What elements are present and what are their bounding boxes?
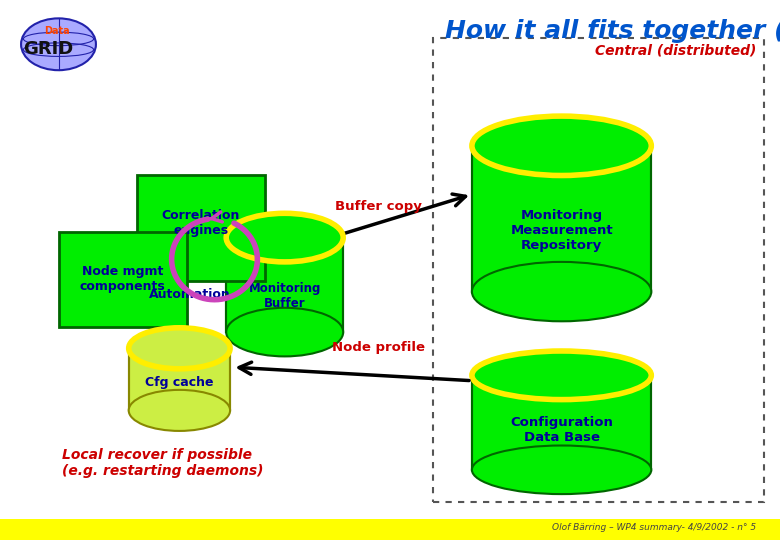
Ellipse shape [472,446,651,494]
Bar [136,176,265,281]
Text: Olof Bärring – WP4 summary- 4/9/2002 - n° 5: Olof Bärring – WP4 summary- 4/9/2002 - n… [552,523,757,532]
Bar [472,375,651,470]
Bar [58,232,187,327]
Text: Node mgmt
components: Node mgmt components [80,266,165,293]
Bar [226,238,343,332]
Text: Local recover if possible
(e.g. restarting daemons): Local recover if possible (e.g. restarti… [62,448,264,478]
Ellipse shape [226,308,343,356]
Bar [433,38,764,502]
Bar [472,146,651,292]
Text: Node profile: Node profile [332,341,425,354]
Text: Monitoring
Buffer: Monitoring Buffer [249,282,321,310]
Text: Automation: Automation [149,288,230,301]
Circle shape [21,18,96,70]
Ellipse shape [129,328,230,369]
Ellipse shape [472,351,651,400]
Ellipse shape [472,262,651,321]
Text: Data: Data [44,26,69,36]
Text: Buffer copy: Buffer copy [335,200,422,213]
Text: Monitoring
Measurement
Repository: Monitoring Measurement Repository [510,209,613,252]
Bar [129,348,230,410]
Ellipse shape [226,213,343,262]
Text: How it all fits together (node autonomy): How it all fits together (node autonomy) [445,19,780,43]
Text: GRID: GRID [23,39,73,58]
Ellipse shape [129,390,230,431]
Text: Correlation
engines: Correlation engines [161,209,240,237]
Text: Central (distributed): Central (distributed) [595,43,757,57]
Bar [0,519,780,540]
Text: Configuration
Data Base: Configuration Data Base [510,416,613,444]
Text: Cfg cache: Cfg cache [145,376,214,389]
Ellipse shape [472,116,651,176]
